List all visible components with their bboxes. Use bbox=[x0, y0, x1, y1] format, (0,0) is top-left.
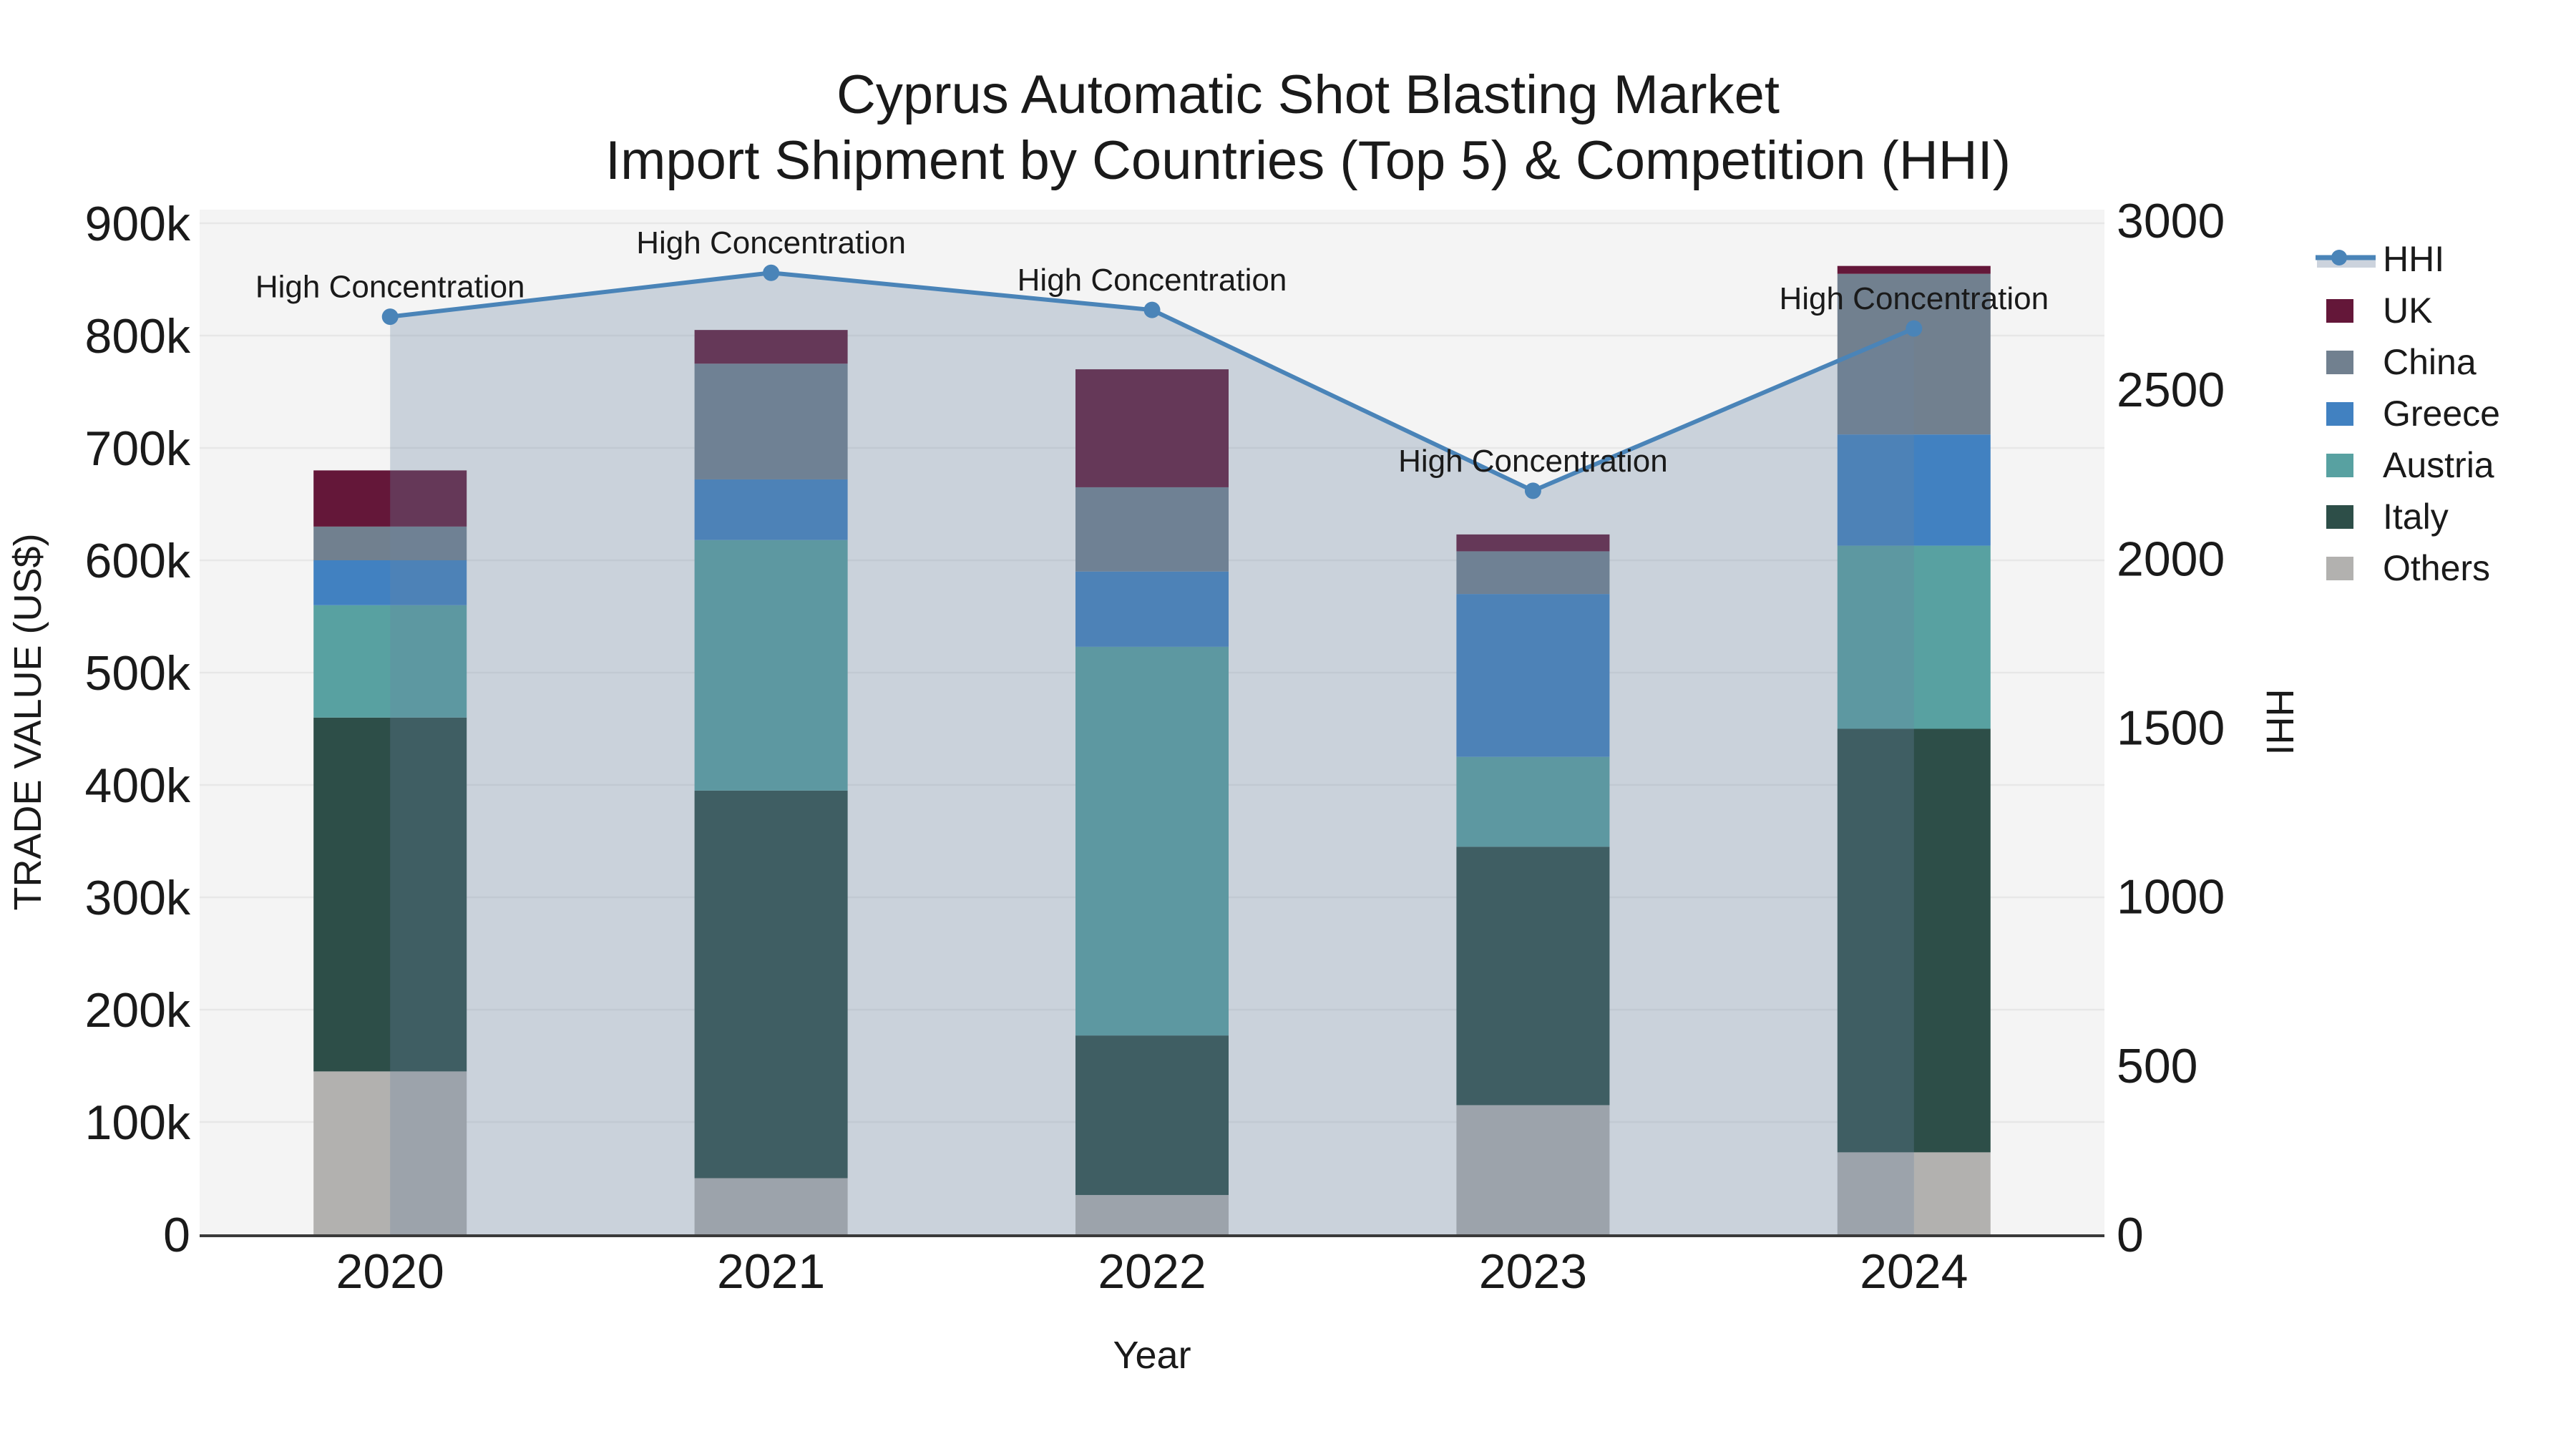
x-tick-2021: 2021 bbox=[717, 1244, 825, 1299]
bar-segment-2021-austria bbox=[694, 540, 848, 791]
legend-label-hhi: HHI bbox=[2383, 239, 2444, 279]
bar-segment-2023-china bbox=[1456, 551, 1610, 595]
bar-segment-2023-uk bbox=[1456, 534, 1610, 552]
y-axis-title-right: HHI bbox=[2258, 689, 2301, 756]
annotation-2024: High Concentration bbox=[1779, 281, 2049, 316]
y-right-tick: 1000 bbox=[2117, 870, 2225, 924]
y-left-tick: 100k bbox=[85, 1096, 191, 1150]
legend-item-greece: Greece bbox=[2326, 394, 2500, 434]
legend-label-italy: Italy bbox=[2383, 497, 2449, 537]
bar-segment-2024-china bbox=[1837, 273, 1991, 435]
hhi-area-fill bbox=[390, 273, 1914, 1234]
hhi-line-area bbox=[381, 264, 1923, 1234]
bar-segment-2020-china bbox=[313, 526, 467, 560]
legend-label-austria: Austria bbox=[2383, 445, 2494, 485]
legend-swatch-austria bbox=[2326, 454, 2353, 477]
legend-label-others: Others bbox=[2383, 548, 2490, 588]
legend-item-china: China bbox=[2326, 342, 2477, 382]
bar-segment-2022-others bbox=[1075, 1195, 1229, 1234]
legend-swatch-italy bbox=[2326, 505, 2353, 529]
y-left-tick: 200k bbox=[85, 983, 191, 1038]
annotation-2023: High Concentration bbox=[1398, 444, 1668, 479]
legend-item-hhi: HHI bbox=[2316, 239, 2444, 279]
bar-segment-2022-china bbox=[1075, 487, 1229, 572]
y-right-tick: 500 bbox=[2117, 1039, 2197, 1093]
y-right-tick: 3000 bbox=[2117, 194, 2225, 248]
y-left-tick: 300k bbox=[85, 871, 191, 925]
x-tick-2023: 2023 bbox=[1479, 1244, 1587, 1299]
hhi-point-2023 bbox=[1524, 482, 1541, 499]
annotation-2021: High Concentration bbox=[636, 225, 906, 260]
bar-segment-2022-italy bbox=[1075, 1035, 1229, 1196]
x-tick-2020: 2020 bbox=[336, 1244, 444, 1299]
bar-segment-2023-greece bbox=[1456, 594, 1610, 757]
y-left-tick: 0 bbox=[163, 1208, 190, 1262]
y-left-tick: 900k bbox=[85, 197, 191, 251]
bar-segment-2021-china bbox=[694, 364, 848, 479]
annotation-2020: High Concentration bbox=[255, 270, 525, 305]
x-tick-2022: 2022 bbox=[1098, 1244, 1206, 1299]
y-left-tick: 600k bbox=[85, 534, 191, 588]
legend-label-greece: Greece bbox=[2383, 394, 2500, 434]
bar-segment-2023-austria bbox=[1456, 756, 1610, 847]
y-right-tick: 0 bbox=[2117, 1208, 2144, 1262]
legend-label-uk: UK bbox=[2383, 291, 2432, 331]
chart-subtitle: Import Shipment by Countries (Top 5) & C… bbox=[605, 130, 2011, 191]
bar-segment-2021-uk bbox=[694, 330, 848, 364]
legend-swatch-uk bbox=[2326, 299, 2353, 323]
bar-segment-2022-greece bbox=[1075, 571, 1229, 647]
legend-hhi-marker bbox=[2331, 250, 2347, 265]
bar-segment-2021-greece bbox=[694, 479, 848, 540]
annotations: High Concentration High Concentration High… bbox=[255, 225, 2049, 479]
legend-item-austria: Austria bbox=[2326, 445, 2494, 485]
y-left-tick: 500k bbox=[85, 646, 191, 701]
bar-segment-2024-greece bbox=[1837, 434, 1991, 546]
x-tick-2024: 2024 bbox=[1860, 1244, 1968, 1299]
bar-segment-2023-others bbox=[1456, 1105, 1610, 1234]
bar-segment-2021-italy bbox=[694, 790, 848, 1179]
bar-segment-2020-uk bbox=[313, 470, 467, 527]
stacked-bars bbox=[313, 265, 1991, 1234]
legend: HHI UK China Greece Austria Italy Others bbox=[2316, 239, 2500, 588]
bar-segment-2022-austria bbox=[1075, 646, 1229, 1036]
legend-item-italy: Italy bbox=[2326, 497, 2449, 537]
bar-segment-2024-austria bbox=[1837, 545, 1991, 729]
hhi-point-2020 bbox=[381, 308, 399, 326]
chart-title: Cyprus Automatic Shot Blasting Market bbox=[836, 64, 1780, 125]
hhi-point-2024 bbox=[1906, 320, 1923, 337]
bar-segment-2024-others bbox=[1837, 1152, 1991, 1234]
bar-segment-2020-others bbox=[313, 1071, 467, 1234]
legend-swatch-greece bbox=[2326, 402, 2353, 426]
bar-segment-2024-italy bbox=[1837, 728, 1991, 1153]
bar-segment-2022-uk bbox=[1075, 369, 1229, 487]
bar-segment-2024-uk bbox=[1837, 265, 1991, 274]
bar-segment-2020-italy bbox=[313, 717, 467, 1072]
annotation-2022: High Concentration bbox=[1018, 263, 1287, 298]
x-axis-title: Year bbox=[1113, 1334, 1191, 1377]
legend-swatch-china bbox=[2326, 351, 2353, 374]
hhi-point-2022 bbox=[1143, 301, 1161, 318]
y-right-tick: 1500 bbox=[2117, 701, 2225, 756]
hhi-point-2021 bbox=[763, 264, 780, 281]
y-right-tick: 2500 bbox=[2117, 363, 2225, 417]
y-left-tick: 800k bbox=[85, 309, 191, 364]
legend-swatch-others bbox=[2326, 557, 2353, 580]
legend-label-china: China bbox=[2383, 342, 2477, 382]
legend-item-uk: UK bbox=[2326, 291, 2432, 331]
axis-tick-labels: 0 100k 200k 300k 400k 500k 600k 700k 800k 900k 0 50… bbox=[85, 194, 2225, 1299]
bar-segment-2021-others bbox=[694, 1178, 848, 1234]
bar-segment-2020-austria bbox=[313, 605, 467, 718]
y-left-tick: 700k bbox=[85, 421, 191, 476]
legend-item-others: Others bbox=[2326, 548, 2490, 588]
y-axis-title-left: TRADE VALUE (US$) bbox=[6, 533, 49, 910]
y-right-tick: 2000 bbox=[2117, 532, 2225, 586]
bar-segment-2020-greece bbox=[313, 560, 467, 605]
y-left-tick: 400k bbox=[85, 758, 191, 813]
bar-segment-2023-italy bbox=[1456, 847, 1610, 1106]
